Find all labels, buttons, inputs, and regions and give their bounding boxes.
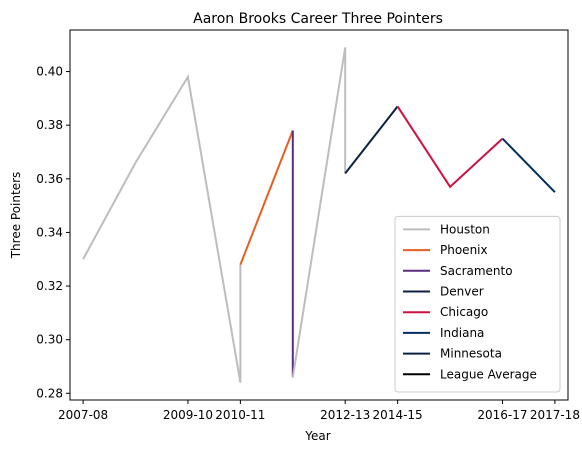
series-line-4 [344, 105, 399, 175]
legend-label: Minnesota [440, 347, 502, 361]
legend-label: Chicago [440, 305, 488, 319]
y-tick-label: 0.28 [36, 386, 63, 400]
x-tick-label: 2017-18 [530, 408, 580, 422]
legend-label: Denver [440, 285, 484, 299]
plot-area [69, 29, 569, 401]
series-line-6 [501, 137, 556, 193]
legend-label: Indiana [440, 326, 484, 340]
legend-label: Sacramento [440, 264, 513, 278]
x-tick-label: 2010-11 [215, 408, 265, 422]
y-axis-label: Three Pointers [9, 172, 23, 260]
series-layer [82, 47, 556, 383]
y-axis: 0.28 0.30 0.32 0.34 0.36 0.38 0.40 [36, 65, 70, 400]
chart-title: Aaron Brooks Career Three Pointers [193, 11, 443, 27]
legend-box [394, 215, 561, 393]
y-tick-label: 0.38 [36, 118, 63, 132]
legend: Houston Phoenix Sacramento Denver Chicago Ind… [394, 215, 561, 393]
x-axis-label: Year [304, 429, 330, 443]
y-tick-label: 0.30 [36, 333, 63, 347]
y-tick-label: 0.32 [36, 279, 63, 293]
y-tick-label: 0.40 [36, 65, 63, 79]
x-axis: 2007-08 2009-10 2010-11 2012-13 2014-15 2016-… [58, 400, 580, 422]
x-tick-label: 2009-10 [163, 408, 213, 422]
x-tick-label: 2016-17 [477, 408, 527, 422]
x-tick-label: 2014-15 [373, 408, 423, 422]
x-tick-label: 2012-13 [320, 408, 370, 422]
series-line-5 [396, 105, 504, 189]
y-tick-label: 0.36 [36, 172, 63, 186]
series-line-3 [291, 47, 347, 378]
series-line-0 [82, 74, 242, 383]
legend-label: Phoenix [440, 243, 488, 257]
y-tick-label: 0.34 [36, 225, 63, 239]
series-line-1 [239, 130, 294, 265]
legend-label: League Average [440, 367, 537, 381]
x-tick-label: 2007-08 [58, 408, 108, 422]
legend-label: Houston [440, 222, 490, 236]
